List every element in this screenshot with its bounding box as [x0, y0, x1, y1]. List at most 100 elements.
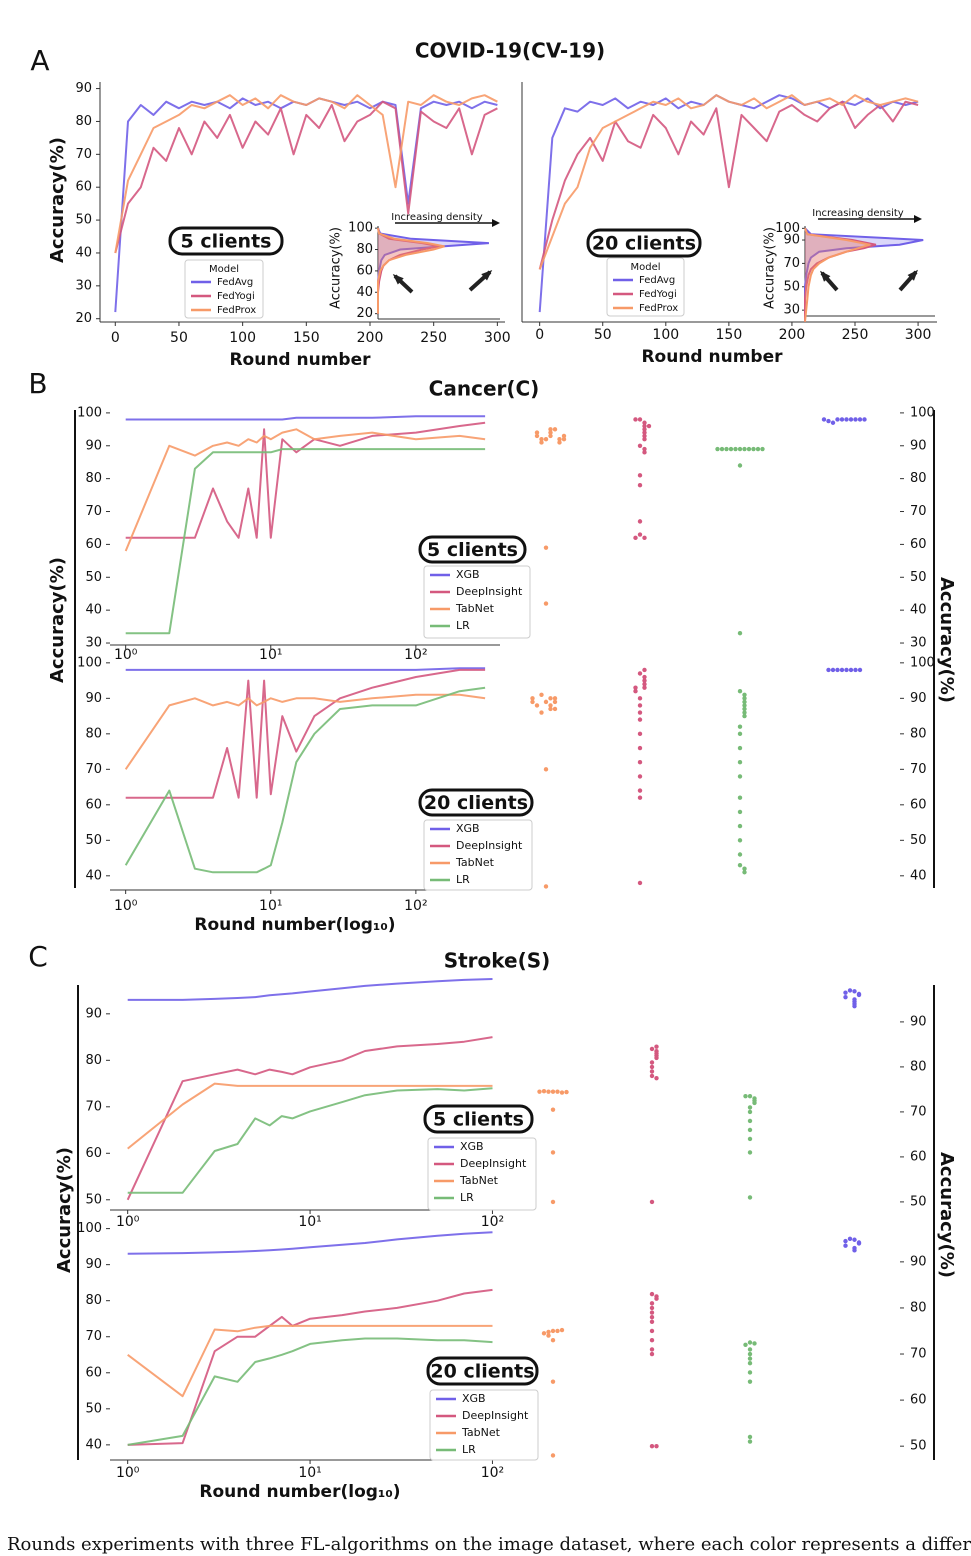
x-tick-label: 100	[229, 330, 256, 346]
y-tick-label: 80	[85, 471, 102, 486]
swarm-point	[633, 417, 638, 422]
swarm-point	[559, 1327, 565, 1333]
swarm-point	[550, 1089, 556, 1094]
y-tick-label: 60	[910, 797, 927, 812]
legend-box	[423, 819, 533, 891]
swarm-point	[552, 427, 558, 432]
y-tick-label: 60	[75, 180, 92, 195]
swarm-point	[835, 667, 840, 673]
y-tick-label: 60	[85, 1365, 102, 1380]
density-area	[804, 227, 871, 322]
y-tick-label: 70	[783, 256, 800, 271]
x-tick-label: 10²	[404, 647, 427, 663]
legend-label: FedYogi	[217, 291, 255, 302]
legend-label: XGB	[460, 1140, 484, 1153]
swarm-point	[742, 870, 747, 875]
swarm-point	[561, 436, 567, 442]
swarm-point	[737, 463, 743, 468]
y-axis-label: Accuracy(%)	[329, 227, 344, 309]
y-tick-label: 90	[75, 81, 92, 96]
x-tick-label: 10¹	[259, 647, 282, 663]
y-tick-label: 60	[85, 797, 102, 812]
y-axis-label: Accuracy(%)	[936, 577, 957, 703]
swarm-point	[543, 884, 549, 889]
swarm-point	[543, 601, 549, 606]
swarm-point	[642, 450, 647, 455]
legend-title: Model	[209, 264, 239, 275]
y-tick-label: 60	[356, 263, 373, 278]
swarm-point	[737, 731, 743, 737]
swarm-point	[747, 1439, 753, 1444]
x-axis-label: Round number(log₁₀)	[199, 1482, 400, 1502]
legend-box	[423, 565, 531, 639]
legend-label: DeepInsight	[462, 1409, 529, 1422]
swarm-point	[548, 433, 553, 439]
swarm-point	[546, 1089, 551, 1094]
swarm-point	[546, 1329, 551, 1335]
swarm-point	[649, 1351, 655, 1357]
x-tick-label: 10¹	[298, 1465, 321, 1481]
swarm-point	[637, 760, 643, 765]
swarm-point	[649, 1064, 655, 1070]
swarm-point	[847, 988, 853, 993]
y-tick-label: 20	[75, 311, 92, 326]
swarm-point	[649, 1046, 655, 1052]
y-tick-label: 90	[85, 691, 102, 706]
y-tick-label: 50	[85, 1192, 102, 1207]
y-axis-label: Accuracy(%)	[763, 227, 778, 309]
swarm-point	[548, 706, 553, 712]
swarm-point	[752, 1100, 757, 1106]
swarm-point	[642, 667, 647, 673]
swarm-point	[737, 862, 743, 868]
swarm-point	[843, 990, 848, 995]
y-tick-label: 50	[85, 1401, 102, 1416]
swarm-point	[649, 1314, 655, 1320]
legend-label: TabNet	[459, 1174, 499, 1187]
swarm-point	[637, 795, 643, 800]
swarm-point	[742, 713, 747, 719]
series-line	[125, 421, 486, 539]
y-tick-label: 100	[775, 221, 800, 236]
swarm-point	[637, 717, 643, 722]
swarm-point	[844, 667, 849, 673]
series-line	[125, 415, 486, 421]
y-tick-label: 90	[910, 1014, 927, 1029]
swarm-point	[747, 1379, 753, 1384]
y-tick-label: 30	[85, 636, 102, 651]
legend-box	[606, 257, 685, 317]
swarm-point	[548, 427, 553, 432]
legend-label: DeepInsight	[456, 839, 523, 852]
swarm-point	[543, 545, 549, 550]
swarm-point	[751, 446, 756, 452]
pointer-arrowhead	[392, 273, 404, 285]
swarm-point	[543, 699, 549, 705]
x-tick-label: 10²	[481, 1465, 504, 1481]
series-line	[538, 94, 919, 313]
swarm-point	[715, 446, 720, 452]
series-line	[127, 1082, 493, 1150]
swarm-point	[742, 866, 747, 871]
swarm-point	[637, 443, 643, 448]
swarm-point	[552, 696, 558, 701]
swarm-point	[848, 667, 854, 673]
y-tick-label: 50	[85, 833, 102, 848]
swarm-point	[557, 436, 562, 442]
swarm-point	[843, 1238, 848, 1244]
caption: Rounds experiments with three FL-algorit…	[7, 1534, 971, 1555]
legend-label: TabNet	[461, 1426, 501, 1439]
y-tick-label: 90	[910, 691, 927, 706]
swarm-point	[550, 1150, 556, 1155]
swarm-point	[742, 706, 747, 712]
swarm-point	[737, 774, 743, 779]
swarm-point	[637, 745, 643, 751]
swarm-point	[747, 1195, 753, 1200]
swarm-point	[548, 703, 553, 708]
swarm-point	[830, 420, 836, 425]
swarm-point	[637, 483, 643, 488]
annotation: 5 clients	[181, 231, 272, 253]
swarm-point	[539, 710, 544, 715]
swarm-point	[844, 417, 849, 422]
swarm-point	[561, 433, 567, 439]
annotation-box	[418, 788, 534, 817]
y-tick-label: 70	[910, 504, 927, 519]
